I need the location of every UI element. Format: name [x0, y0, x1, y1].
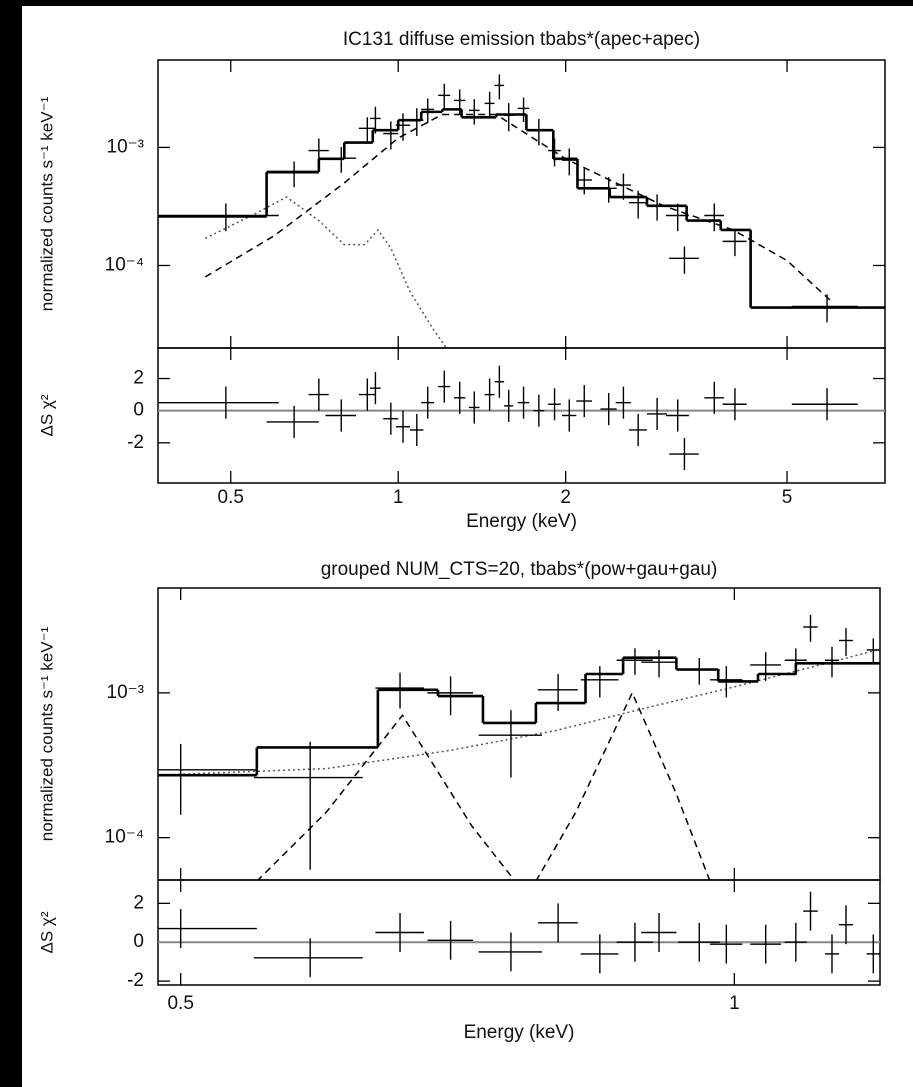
x-tick-label: 1: [729, 993, 740, 1014]
model-component: [257, 713, 516, 880]
residual-axis-label: ΔS χ²: [37, 911, 56, 953]
y-tick-label: 10⁻⁴: [105, 254, 144, 275]
residual-plot: [158, 365, 858, 471]
model-component: [158, 648, 880, 776]
model-component: [535, 691, 711, 880]
main-plot: [158, 614, 880, 880]
residual-tick-label: 2: [133, 368, 144, 389]
main-plot: [158, 74, 885, 348]
residual-plot: [158, 891, 880, 978]
x-tick-label: 5: [782, 487, 793, 508]
figure-background: [22, 6, 913, 1087]
x-axis-label: Energy (keV): [464, 1022, 575, 1043]
residual-frame: [157, 347, 886, 484]
x-tick-label: 2: [560, 487, 571, 508]
y-tick-label: 10⁻⁴: [105, 827, 144, 848]
chart-title: IC131 diffuse emission tbabs*(apec+apec): [343, 29, 700, 50]
residual-tick-label: 2: [133, 892, 144, 913]
residual-tick-label: 0: [133, 400, 144, 421]
x-axis-label: Energy (keV): [466, 511, 577, 532]
residual-axis-label: ΔS χ²: [37, 394, 56, 436]
model-component: [204, 196, 447, 348]
x-tick-label: 1: [393, 487, 404, 508]
y-axis-label: normalized counts s⁻¹ keV⁻¹: [37, 626, 56, 841]
y-tick-label: 10⁻³: [107, 682, 145, 703]
x-tick-label: 0.5: [218, 487, 244, 508]
residual-tick-label: 0: [133, 931, 144, 952]
residual-tick-label: -2: [127, 432, 144, 453]
y-axis-label: normalized counts s⁻¹ keV⁻¹: [37, 96, 56, 311]
x-tick-label: 0.5: [167, 993, 193, 1014]
residual-tick-label: -2: [127, 970, 144, 991]
chart-title: grouped NUM_CTS=20, tbabs*(pow+gau+gau): [321, 559, 718, 580]
residual-frame: [157, 879, 881, 986]
y-tick-label: 10⁻³: [107, 136, 145, 157]
